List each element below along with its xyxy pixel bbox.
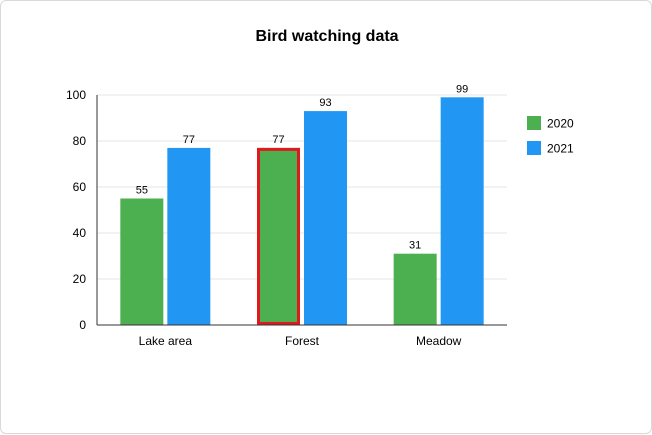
y-tick-label: 100	[66, 88, 86, 102]
bar-2021-meadow	[440, 97, 484, 325]
legend-swatch-2021[interactable]	[527, 141, 541, 155]
bar-2020-forest	[257, 147, 300, 325]
y-tick-label: 20	[73, 272, 87, 286]
bar-2020-meadow	[393, 253, 437, 325]
gridlines	[97, 94, 507, 280]
axes	[96, 95, 507, 326]
legend-swatch-2020[interactable]	[527, 116, 541, 130]
data-labels: 55 77 77 93 31 99	[136, 83, 469, 251]
x-axis-ticks: Lake area Forest Meadow	[139, 334, 462, 348]
x-tick-label: Meadow	[416, 334, 462, 348]
y-tick-label: 60	[73, 180, 87, 194]
bar-2021-forest	[304, 111, 347, 325]
x-tick-label: Forest	[285, 334, 320, 348]
chart-title: Bird watching data	[255, 28, 398, 45]
y-tick-label: 40	[73, 226, 87, 240]
data-label: 55	[136, 185, 148, 197]
data-label: 93	[319, 97, 331, 109]
legend[interactable]: 2020 2021	[527, 116, 574, 156]
bar-2020-lake-area	[120, 198, 164, 325]
data-label: 77	[183, 134, 195, 146]
data-label: 99	[456, 83, 468, 95]
highlight-outline	[257, 147, 300, 325]
bars	[120, 97, 484, 325]
bar-2021-lake-area	[167, 147, 211, 325]
data-label: 31	[409, 240, 421, 252]
y-tick-label: 0	[79, 318, 86, 332]
x-tick-label: Lake area	[139, 334, 193, 348]
y-tick-label: 80	[73, 134, 87, 148]
legend-label-2020[interactable]: 2020	[547, 117, 574, 131]
data-label: 77	[272, 134, 284, 146]
y-axis-ticks: 0 20 40 60 80 100	[66, 88, 86, 332]
legend-label-2021[interactable]: 2021	[547, 142, 574, 156]
